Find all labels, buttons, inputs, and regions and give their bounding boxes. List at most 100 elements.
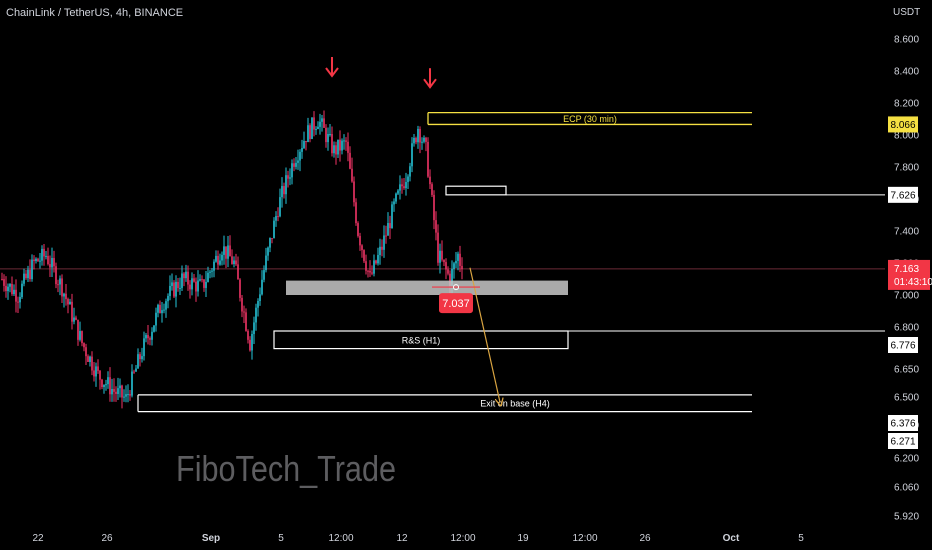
candle-body xyxy=(271,238,273,240)
candle-body xyxy=(171,282,173,286)
candle-body xyxy=(33,259,35,262)
candle-body xyxy=(331,134,333,154)
candle-body xyxy=(293,163,295,167)
candle-body xyxy=(21,283,23,297)
candle-body xyxy=(247,330,249,340)
candle-body xyxy=(217,255,219,265)
price-label-text: 6.776 xyxy=(890,341,915,352)
candle-body xyxy=(65,293,67,300)
zone-gray-support[interactable] xyxy=(286,280,568,295)
candle-body xyxy=(131,371,133,396)
candle-body xyxy=(255,307,257,323)
candle-body xyxy=(125,394,127,397)
x-tick-label: 26 xyxy=(639,533,651,544)
candle-body xyxy=(3,279,5,286)
x-tick-label: 12:00 xyxy=(328,533,353,544)
candle-body xyxy=(229,245,231,257)
zone-box-7626[interactable] xyxy=(445,185,507,196)
candle-body xyxy=(175,281,177,297)
candle-body xyxy=(9,283,11,287)
candle-body xyxy=(399,184,401,191)
candle-body xyxy=(461,265,463,269)
candle-body xyxy=(313,117,315,130)
projection-arrow[interactable] xyxy=(469,267,500,402)
y-tick-label: 8.200 xyxy=(894,99,919,110)
candle-body xyxy=(387,223,389,236)
candle-body xyxy=(193,278,195,282)
overlays-group: 7.037 xyxy=(325,57,500,402)
candle-body xyxy=(7,286,9,292)
price-label-box xyxy=(888,186,918,203)
candle-body xyxy=(139,354,141,360)
candle-body xyxy=(391,204,393,229)
candle-body xyxy=(39,260,41,262)
candle-body xyxy=(197,280,199,292)
x-tick-label: 5 xyxy=(278,533,284,544)
candle-body xyxy=(67,299,69,305)
candle-body xyxy=(307,125,309,143)
candle-body xyxy=(85,347,87,357)
candle-body xyxy=(99,370,101,380)
chart-title: ChainLink / TetherUS, 4h, BINANCE xyxy=(6,7,184,19)
zone-rs-h1[interactable] xyxy=(273,330,569,350)
candle-body xyxy=(213,261,215,271)
candle-body xyxy=(457,253,459,261)
candle-body xyxy=(81,331,83,344)
candle-body xyxy=(409,166,411,177)
candle-body xyxy=(429,176,431,185)
candle-body xyxy=(167,295,169,302)
candle-body xyxy=(359,235,361,246)
candle-body xyxy=(1,279,3,280)
candle-body xyxy=(215,255,217,262)
y-tick-label: 7.000 xyxy=(894,291,919,302)
candle-body xyxy=(119,385,121,389)
candle-body xyxy=(135,368,137,372)
candle-body xyxy=(219,260,221,265)
candle-body xyxy=(173,282,175,297)
candle-body xyxy=(431,184,433,195)
candle-body xyxy=(299,151,301,161)
candle-body xyxy=(393,201,395,205)
y-tick-label: 6.200 xyxy=(894,454,919,465)
x-tick-label: Oct xyxy=(723,533,740,544)
candle-body xyxy=(77,319,79,340)
candle-body xyxy=(405,182,407,189)
candle-body xyxy=(31,259,33,280)
candle-body xyxy=(315,128,317,130)
candle-body xyxy=(261,279,263,295)
candle-body xyxy=(309,125,311,139)
candle-body xyxy=(327,134,329,143)
candle-body xyxy=(379,246,381,256)
candle-body xyxy=(61,278,63,297)
candle-body xyxy=(237,264,239,280)
candle-body xyxy=(273,220,275,239)
top1-arrow-head xyxy=(325,67,339,78)
candle-body xyxy=(285,175,287,195)
candle-body xyxy=(113,389,115,392)
candle-body xyxy=(13,289,15,295)
price-label-box xyxy=(888,415,918,431)
candle-body xyxy=(69,301,71,305)
candle-body xyxy=(29,269,31,280)
candle-body xyxy=(187,271,189,285)
currency-unit: USDT xyxy=(893,7,921,18)
candle-body xyxy=(281,186,283,198)
price-label-text: 8.066 xyxy=(890,120,915,131)
candle-body xyxy=(37,258,39,262)
candle-body xyxy=(253,322,255,335)
candle-body xyxy=(195,281,197,292)
candle-body xyxy=(303,140,305,148)
top2-arrow-head xyxy=(423,78,437,89)
candle-body xyxy=(89,356,91,362)
candle-body xyxy=(53,258,55,267)
candle-body xyxy=(297,160,299,163)
candle-body xyxy=(35,258,37,262)
candle-body xyxy=(421,141,423,143)
candle-body xyxy=(137,354,139,369)
candle-body xyxy=(11,283,13,295)
candle-body xyxy=(369,270,371,273)
candle-body xyxy=(163,309,165,311)
y-tick-label: 7.400 xyxy=(894,227,919,238)
candle-body xyxy=(263,270,265,280)
